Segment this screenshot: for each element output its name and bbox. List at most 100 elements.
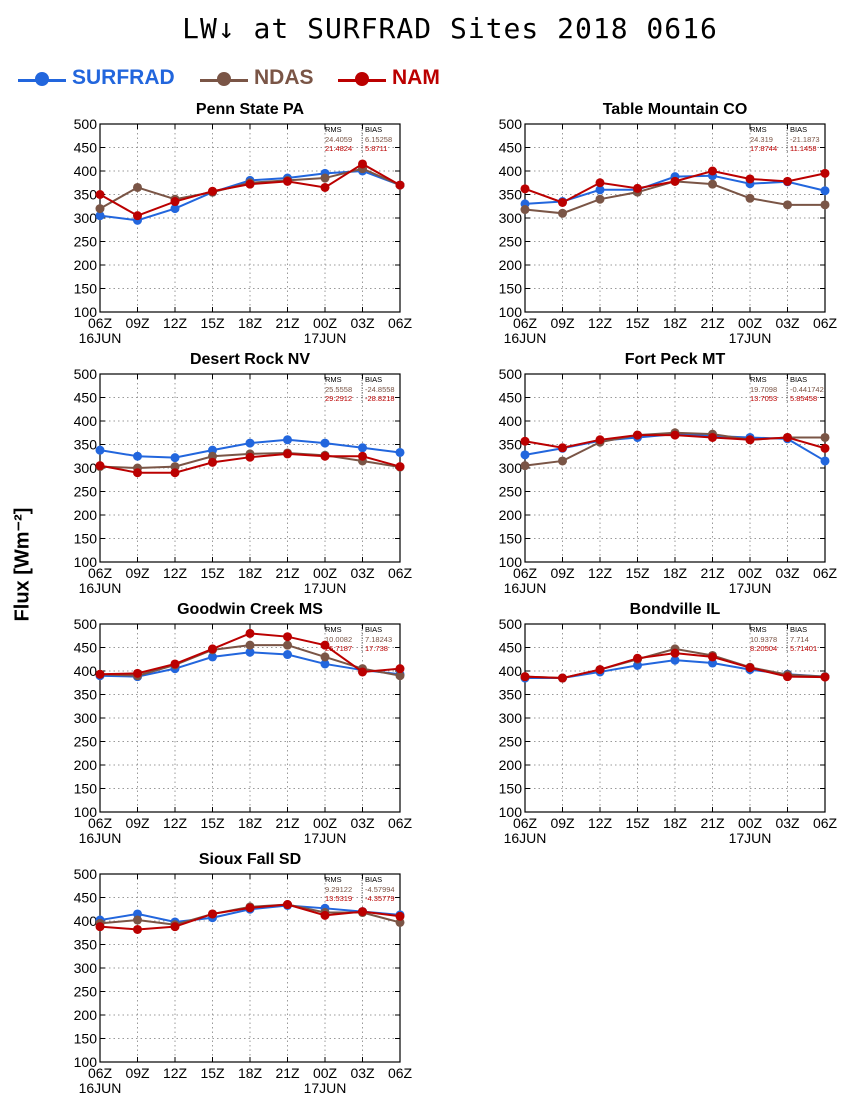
data-point-nam	[783, 432, 792, 442]
data-point-surfrad	[358, 443, 367, 453]
stats-value: 7.18243	[365, 635, 392, 644]
data-point-nam	[395, 462, 405, 472]
x-tick-label: 03Z	[350, 1065, 375, 1081]
date-label: 17JUN	[304, 580, 347, 596]
y-tick-label: 350	[499, 687, 523, 703]
date-label: 16JUN	[504, 580, 547, 596]
y-tick-label: 150	[74, 531, 98, 547]
data-point-surfrad	[283, 435, 292, 445]
stats-header: BIAS	[365, 125, 382, 134]
y-tick-label: 450	[74, 390, 98, 406]
data-point-surfrad	[320, 659, 330, 669]
y-tick-label: 100	[74, 554, 98, 570]
y-tick-label: 500	[74, 616, 98, 632]
panel-sioux-fall: Sioux Fall SD 100 150 200 250 300 350 400 450 500…	[40, 846, 413, 1104]
data-point-surfrad	[820, 456, 830, 466]
data-point-surfrad	[595, 185, 605, 195]
data-point-surfrad	[170, 453, 180, 463]
stats-value: 24.319	[750, 135, 773, 144]
data-point-nam	[95, 190, 105, 199]
stats-header: RMS	[325, 125, 342, 134]
data-point-nam	[170, 659, 180, 669]
stats-value: 25.5558	[325, 385, 352, 394]
x-tick-label: 03Z	[350, 815, 375, 831]
panel-goodwin-creek: Goodwin Creek MS 100 150 200 250 300 350 400 450…	[40, 596, 413, 854]
data-point-nam	[208, 644, 217, 654]
x-tick-label: 18Z	[663, 565, 688, 581]
data-point-nam	[358, 907, 367, 917]
data-point-ndas	[820, 432, 830, 442]
x-tick-label: 06Z	[813, 815, 838, 831]
data-point-nam	[320, 182, 330, 192]
data-point-surfrad	[395, 447, 405, 457]
stats-value: -28.8218	[365, 394, 395, 403]
x-tick-label: 06Z	[813, 565, 838, 581]
panel-title: Bondville IL	[630, 601, 721, 618]
x-tick-label: 06Z	[388, 1065, 413, 1081]
y-axis-label-box: Flux [Wm⁻²]	[2, 508, 42, 622]
data-point-nam	[245, 452, 255, 462]
data-point-nam	[208, 909, 217, 919]
y-tick-label: 150	[74, 781, 98, 797]
data-point-ndas	[783, 200, 792, 210]
data-point-nam	[595, 665, 605, 675]
date-label: 17JUN	[729, 330, 772, 346]
date-label: 16JUN	[79, 330, 122, 346]
y-tick-label: 150	[74, 1031, 98, 1047]
stats-header: RMS	[750, 375, 767, 384]
x-tick-label: 21Z	[700, 315, 725, 331]
date-label: 17JUN	[729, 830, 772, 846]
y-tick-label: 250	[74, 984, 98, 1000]
panel-table-mountain: Table Mountain CO 100 150 200 250 300 350 400 45…	[465, 96, 838, 354]
data-point-surfrad	[283, 650, 292, 660]
x-tick-label: 18Z	[663, 815, 688, 831]
panel-title: Goodwin Creek MS	[177, 601, 323, 618]
data-point-surfrad	[170, 204, 180, 214]
y-tick-label: 250	[74, 734, 98, 750]
x-tick-label: 18Z	[238, 565, 263, 581]
x-tick-label: 15Z	[200, 815, 225, 831]
legend-label-nam: NAM	[392, 66, 440, 89]
stats-header: RMS	[750, 125, 767, 134]
x-tick-label: 12Z	[588, 815, 613, 831]
y-tick-label: 200	[74, 1007, 98, 1023]
chart-svg: Goodwin Creek MS 100 150 200 250 300 350 400 450…	[74, 601, 413, 846]
y-tick-label: 300	[499, 710, 523, 726]
date-label: 17JUN	[304, 830, 347, 846]
data-point-nam	[820, 168, 830, 178]
data-point-nam	[520, 672, 530, 682]
x-tick-label: 18Z	[238, 815, 263, 831]
data-point-nam	[170, 468, 180, 478]
chart-svg: Desert Rock NV 100 150 200 250 300 350 400 450 50…	[74, 351, 413, 596]
y-tick-label: 450	[499, 390, 523, 406]
legend-marker-surfrad	[35, 72, 49, 86]
data-point-nam	[633, 653, 642, 663]
stats-value: -24.8558	[365, 385, 395, 394]
data-point-ndas	[320, 173, 330, 183]
stats-header: RMS	[325, 875, 342, 884]
x-tick-label: 12Z	[588, 565, 613, 581]
x-tick-label: 21Z	[700, 815, 725, 831]
data-point-surfrad	[95, 445, 105, 455]
date-label: 16JUN	[504, 830, 547, 846]
x-tick-label: 09Z	[125, 315, 150, 331]
y-tick-label: 500	[74, 116, 98, 132]
y-tick-label: 300	[74, 710, 98, 726]
legend-label-ndas: NDAS	[254, 66, 314, 89]
panel-title: Desert Rock NV	[190, 351, 310, 368]
x-tick-label: 15Z	[625, 315, 650, 331]
x-tick-label: 09Z	[550, 565, 575, 581]
stats-value: 10.9378	[750, 635, 777, 644]
data-point-nam	[208, 457, 217, 467]
x-tick-label: 21Z	[275, 815, 300, 831]
stats-header: BIAS	[365, 625, 382, 634]
date-label: 16JUN	[79, 580, 122, 596]
panel-fort-peck: Fort Peck MT 100 150 200 250 300 350 400 450 500 0…	[465, 346, 838, 604]
data-point-nam	[133, 924, 142, 934]
y-tick-label: 400	[499, 163, 523, 179]
x-tick-label: 15Z	[200, 565, 225, 581]
x-tick-label: 00Z	[313, 1065, 338, 1081]
page-title: LW↓ at SURFRAD Sites 2018 0616	[182, 12, 718, 45]
x-tick-label: 21Z	[275, 1065, 300, 1081]
y-tick-label: 100	[499, 554, 523, 570]
